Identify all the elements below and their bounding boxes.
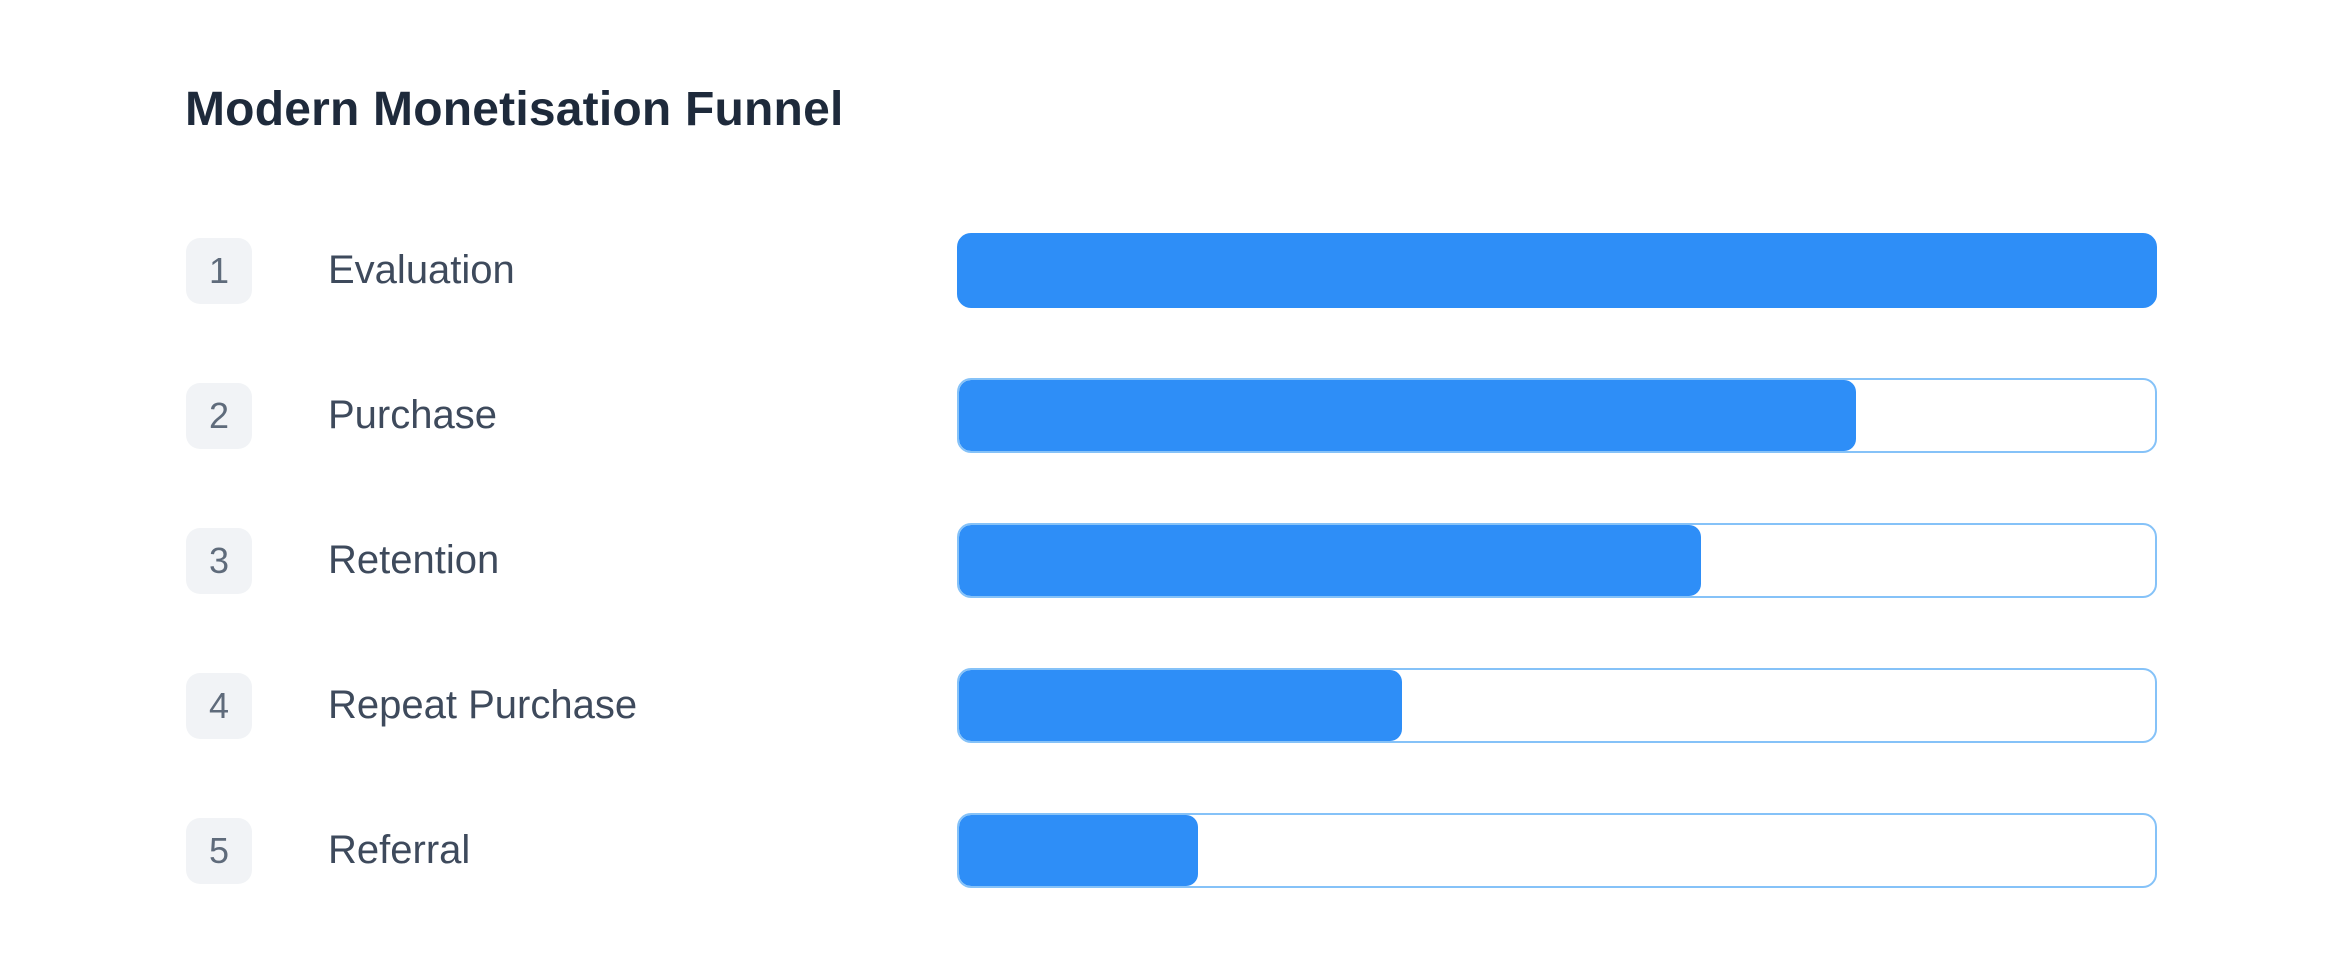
step-number-badge: 2 [186,382,252,449]
stage-label: Retention [328,538,500,582]
bar-fill [959,815,1199,886]
step-number-badge: 4 [186,672,252,739]
funnel-row: 5 Referral [186,813,2157,888]
bar-track [957,668,2157,743]
bar-fill [959,380,1856,451]
chart-title: Modern Monetisation Funnel [185,83,844,136]
stage-label: Purchase [328,393,497,437]
bar-fill [959,670,1402,741]
step-number-badge: 5 [186,817,252,884]
bar-fill [959,525,1701,596]
stage-label: Repeat Purchase [328,683,638,727]
funnel-row: 4 Repeat Purchase [186,668,2157,743]
bar-track [957,813,2157,888]
bar-track [957,233,2157,308]
funnel-row: 3 Retention [186,523,2157,598]
bar-track [957,523,2157,598]
bar-fill [959,235,2155,306]
step-number-badge: 1 [186,237,252,304]
stage-label: Evaluation [328,248,515,292]
step-number-badge: 3 [186,527,252,594]
funnel-row: 1 Evaluation [186,233,2157,308]
funnel-row: 2 Purchase [186,378,2157,453]
stage-label: Referral [328,828,471,872]
bar-track [957,378,2157,453]
funnel-rows: 1 Evaluation 2 Purchase 3 Retention 4 Re… [186,233,2157,888]
